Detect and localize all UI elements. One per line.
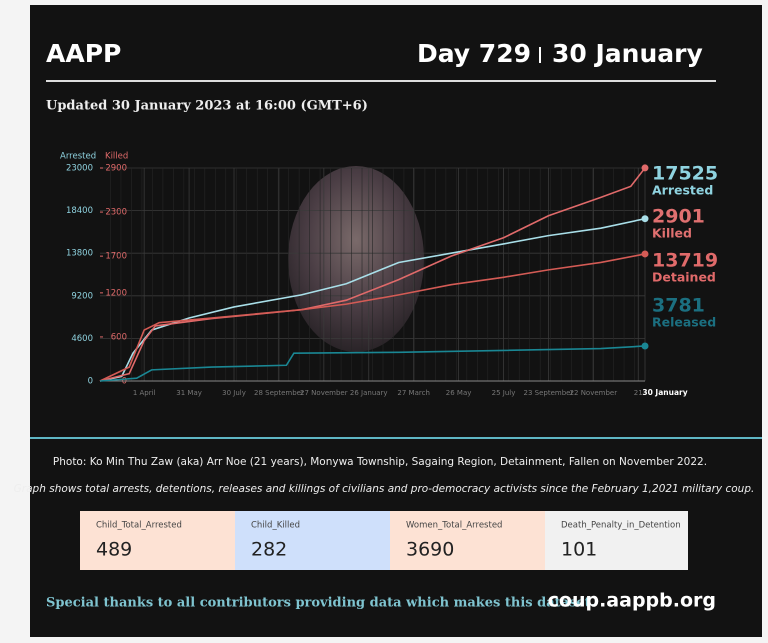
y-axis-title: Arrested (60, 152, 96, 162)
y2-tick-label: 1200 (105, 288, 127, 298)
stats: Child_Total_Arrested 489 Child_Killed 282 Wo… (80, 511, 688, 570)
stat-box (80, 511, 235, 570)
brand: AAPP (46, 39, 121, 68)
x-tick-label: 25 July (492, 389, 516, 397)
x-tick-label: 23 September (524, 389, 574, 397)
y-tick-label: 23000 (66, 164, 93, 174)
y-tick-label: 9200 (71, 291, 93, 301)
date: 30 January (552, 39, 703, 68)
x-tick-label: 22 November (570, 389, 618, 397)
stat-label: Child_Killed (251, 521, 300, 531)
x-tick-label: 30 July (222, 389, 246, 397)
end-value-label: 17525 (652, 163, 718, 185)
day: Day 729 (417, 39, 531, 68)
y-tick-label: 18400 (66, 206, 93, 216)
chart: ArrestedKilled04600920013800184002300006… (60, 152, 718, 398)
end-point (641, 342, 649, 350)
end-point (641, 250, 649, 258)
series-line (99, 253, 646, 382)
stat-value: 3690 (406, 539, 454, 561)
y2-tick-label: 2300 (105, 208, 127, 218)
end-point (641, 164, 649, 172)
url: coup.aappb.org (548, 590, 716, 612)
stat-value: 489 (96, 539, 132, 561)
stat-label: Death_Penalty_in_Detention (561, 521, 681, 531)
legend-label: Detained (652, 270, 716, 285)
x-tick-label: 26 May (446, 389, 472, 397)
stat-label: Child_Total_Arrested (96, 521, 182, 531)
x-tick-label: 21 (634, 389, 643, 397)
photo-caption: Photo: Ko Min Thu Zaw (aka) Arr Noe (21 … (53, 456, 707, 468)
end-point (641, 215, 649, 223)
stat-box (235, 511, 390, 570)
y-tick-label: 0 (88, 377, 93, 387)
x-tick-label: 26 January (350, 389, 388, 397)
end-value-label: 3781 (652, 295, 705, 317)
y2-tick-label: 1700 (105, 252, 127, 262)
series-line (99, 167, 646, 382)
x-tick-label: 28 September (254, 389, 304, 397)
end-value-label: 2901 (652, 206, 705, 228)
updated: Updated 30 January 2023 at 16:00 (GMT+6) (46, 99, 368, 114)
note: Graph shows total arrests, detentions, r… (14, 483, 755, 495)
stat-value: 101 (561, 539, 597, 561)
stat-box (545, 511, 688, 570)
y2-axis-title: Killed (105, 152, 128, 162)
y-tick-label: 4600 (71, 334, 93, 344)
stat-value: 282 (251, 539, 287, 561)
photo (288, 166, 424, 352)
end-value-label: 13719 (652, 250, 718, 272)
x-tick-label: 31 May (176, 389, 202, 397)
thanks: Special thanks to all contributors provi… (46, 596, 595, 611)
y-tick-label: 13800 (66, 249, 93, 259)
x-tick-label: 1 April (133, 389, 156, 397)
legend-label: Arrested (652, 183, 713, 198)
y2-tick-label: 600 (111, 332, 127, 342)
y2-tick-label: 2900 (105, 164, 127, 174)
legend-label: Killed (652, 226, 692, 241)
stat-box (390, 511, 545, 570)
x-tick-label: 27 March (397, 389, 429, 397)
x-tick-label: 30 January (642, 388, 687, 397)
series-line (99, 345, 646, 382)
stat-label: Women_Total_Arrested (406, 521, 502, 531)
x-tick-label: 27 November (300, 389, 348, 397)
legend-label: Released (652, 315, 716, 330)
